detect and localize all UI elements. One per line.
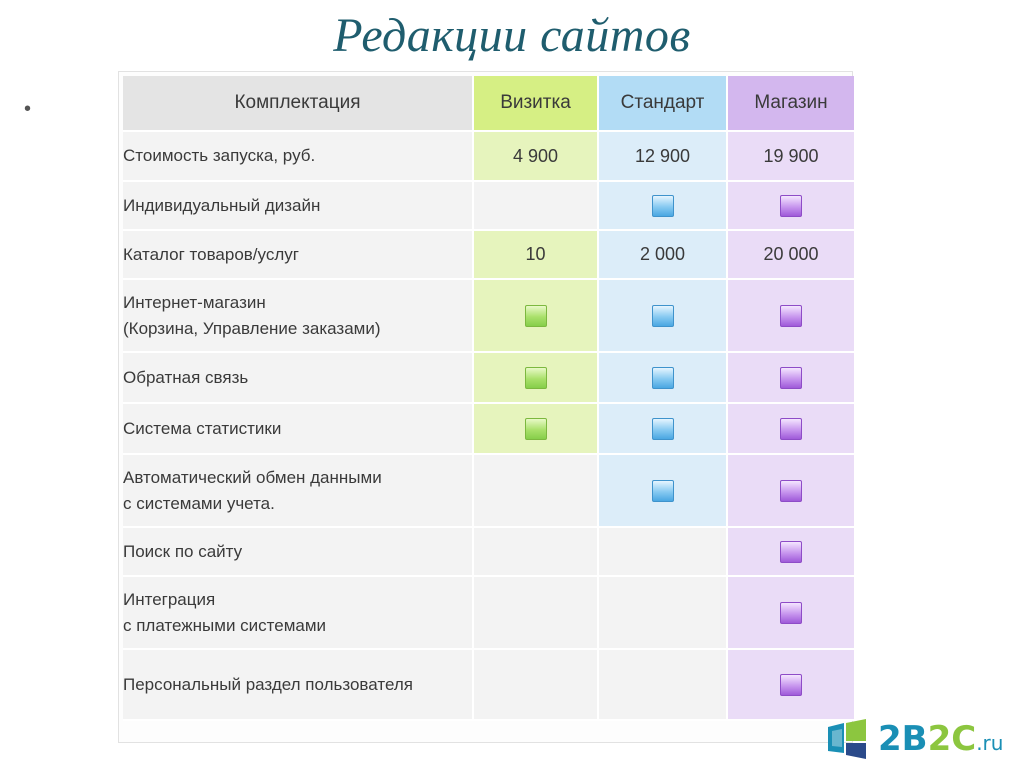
header-plan-standart: Стандарт <box>599 76 728 132</box>
plan-cell-standart <box>599 650 728 721</box>
slide-title: Редакции сайтов <box>333 9 691 62</box>
bullet-dot: • <box>24 98 32 120</box>
purple-check-square-icon <box>780 194 802 217</box>
table-row: Стоимость запуска, руб. 4 900 12 900 19 900 <box>123 132 856 182</box>
header-plan-magazin: Магазин <box>728 76 856 132</box>
plan-cell-vizitka <box>474 280 599 353</box>
plan-cell-standart <box>599 528 728 577</box>
blue-check-square-icon <box>651 304 674 327</box>
plan-cell-vizitka <box>474 404 599 455</box>
comparison-table: Комплектация Визитка Стандарт Магазин Ст… <box>123 76 856 721</box>
feature-label: Каталог товаров/услуг <box>123 244 299 264</box>
plan-value: 10 <box>525 244 546 264</box>
plan-cell-vizitka <box>474 650 599 721</box>
purple-check-square-icon <box>780 366 802 389</box>
table-row: Поиск по сайту <box>123 528 856 577</box>
plan-cell-standart <box>599 353 728 404</box>
comparison-table-frame: Комплектация Визитка Стандарт Магазин Ст… <box>118 71 856 743</box>
feature-cell: Обратная связь <box>123 353 474 404</box>
feature-label-line: Автоматический обмен данными <box>123 467 382 487</box>
plan-cell-standart <box>599 577 728 650</box>
logo-text: 2B2C.ru <box>878 719 1004 759</box>
table-row: Автоматический обмен данными с системами … <box>123 455 856 528</box>
feature-cell: Автоматический обмен данными с системами … <box>123 455 474 528</box>
blue-check-square-icon <box>651 417 674 440</box>
plan-value: 12 900 <box>634 145 691 166</box>
purple-check-square-icon <box>780 417 802 440</box>
table-row: Каталог товаров/услуг 10 2 000 20 000 <box>123 231 856 280</box>
plan-value: 4 900 <box>512 145 559 166</box>
feature-label: Поиск по сайту <box>123 541 243 561</box>
table-row: Интернет-магазин (Корзина, Управление зак… <box>123 280 856 353</box>
table-row: Индивидуальный дизайн <box>123 182 856 231</box>
purple-check-square-icon <box>780 479 802 502</box>
table-row: Интеграция с платежными системами <box>123 577 856 650</box>
feature-cell: Персональный раздел пользователя <box>123 650 474 721</box>
plan-cell-standart <box>599 182 728 231</box>
plan-cell-vizitka <box>474 577 599 650</box>
header-plan-vizitka: Визитка <box>474 76 599 132</box>
feature-label-line: Интернет-магазин <box>123 292 266 312</box>
plan-cell-vizitka <box>474 182 599 231</box>
plan-cell-magazin <box>728 404 856 455</box>
plan-cell-magazin <box>728 280 856 353</box>
blue-check-square-icon <box>651 366 674 389</box>
plan-cell-standart: 2 000 <box>599 231 728 280</box>
table-row: Обратная связь <box>123 353 856 404</box>
logo-2b2c: 2B2C.ru <box>826 717 1018 763</box>
green-check-square-icon <box>524 417 547 440</box>
purple-check-square-icon <box>780 540 802 563</box>
plan-value: 19 900 <box>763 145 819 166</box>
feature-label-line: Интеграция <box>123 589 216 609</box>
table-header-row: Комплектация Визитка Стандарт Магазин <box>123 76 856 132</box>
table-row: Система статистики <box>123 404 856 455</box>
blue-check-square-icon <box>651 194 674 217</box>
purple-check-square-icon <box>780 601 802 624</box>
plan-cell-magazin: 20 000 <box>728 231 856 280</box>
feature-label-line: с платежными системами <box>123 615 327 635</box>
table-body: Стоимость запуска, руб. 4 900 12 900 19 900… <box>123 132 856 721</box>
green-check-square-icon <box>524 304 547 327</box>
purple-check-square-icon <box>780 673 802 696</box>
plan-cell-standart <box>599 455 728 528</box>
plan-cell-magazin <box>728 577 856 650</box>
feature-label-line: (Корзина, Управление заказами) <box>123 318 381 338</box>
plan-cell-vizitka <box>474 528 599 577</box>
plan-cell-vizitka <box>474 353 599 404</box>
plan-value: 2 000 <box>639 244 686 264</box>
feature-label: Персональный раздел пользователя <box>123 674 413 694</box>
feature-label: Обратная связь <box>123 367 249 387</box>
feature-cell: Интернет-магазин (Корзина, Управление зак… <box>123 280 474 353</box>
plan-cell-magazin <box>728 528 856 577</box>
plan-cell-magazin <box>728 353 856 404</box>
plan-cell-standart <box>599 280 728 353</box>
plan-cell-standart: 12 900 <box>599 132 728 182</box>
feature-cell: Система статистики <box>123 404 474 455</box>
feature-label: Стоимость запуска, руб. <box>123 146 316 165</box>
feature-label: Система статистики <box>123 418 282 438</box>
plan-value: 20 000 <box>763 244 819 264</box>
purple-check-square-icon <box>780 304 802 327</box>
header-feature: Комплектация <box>123 76 474 132</box>
feature-cell: Стоимость запуска, руб. <box>123 132 474 182</box>
plan-cell-vizitka: 4 900 <box>474 132 599 182</box>
feature-label-line: с системами учета. <box>123 493 275 513</box>
plan-cell-standart <box>599 404 728 455</box>
plan-cell-magazin <box>728 650 856 721</box>
logo-mark-icon <box>828 719 866 759</box>
plan-cell-magazin <box>728 455 856 528</box>
plan-cell-magazin: 19 900 <box>728 132 856 182</box>
feature-cell: Интеграция с платежными системами <box>123 577 474 650</box>
table-row: Персональный раздел пользователя <box>123 650 856 721</box>
plan-cell-magazin <box>728 182 856 231</box>
blue-check-square-icon <box>651 479 674 502</box>
feature-cell: Поиск по сайту <box>123 528 474 577</box>
feature-cell: Каталог товаров/услуг <box>123 231 474 280</box>
feature-cell: Индивидуальный дизайн <box>123 182 474 231</box>
feature-label: Индивидуальный дизайн <box>123 195 321 215</box>
plan-cell-vizitka <box>474 455 599 528</box>
plan-cell-vizitka: 10 <box>474 231 599 280</box>
green-check-square-icon <box>524 366 547 389</box>
